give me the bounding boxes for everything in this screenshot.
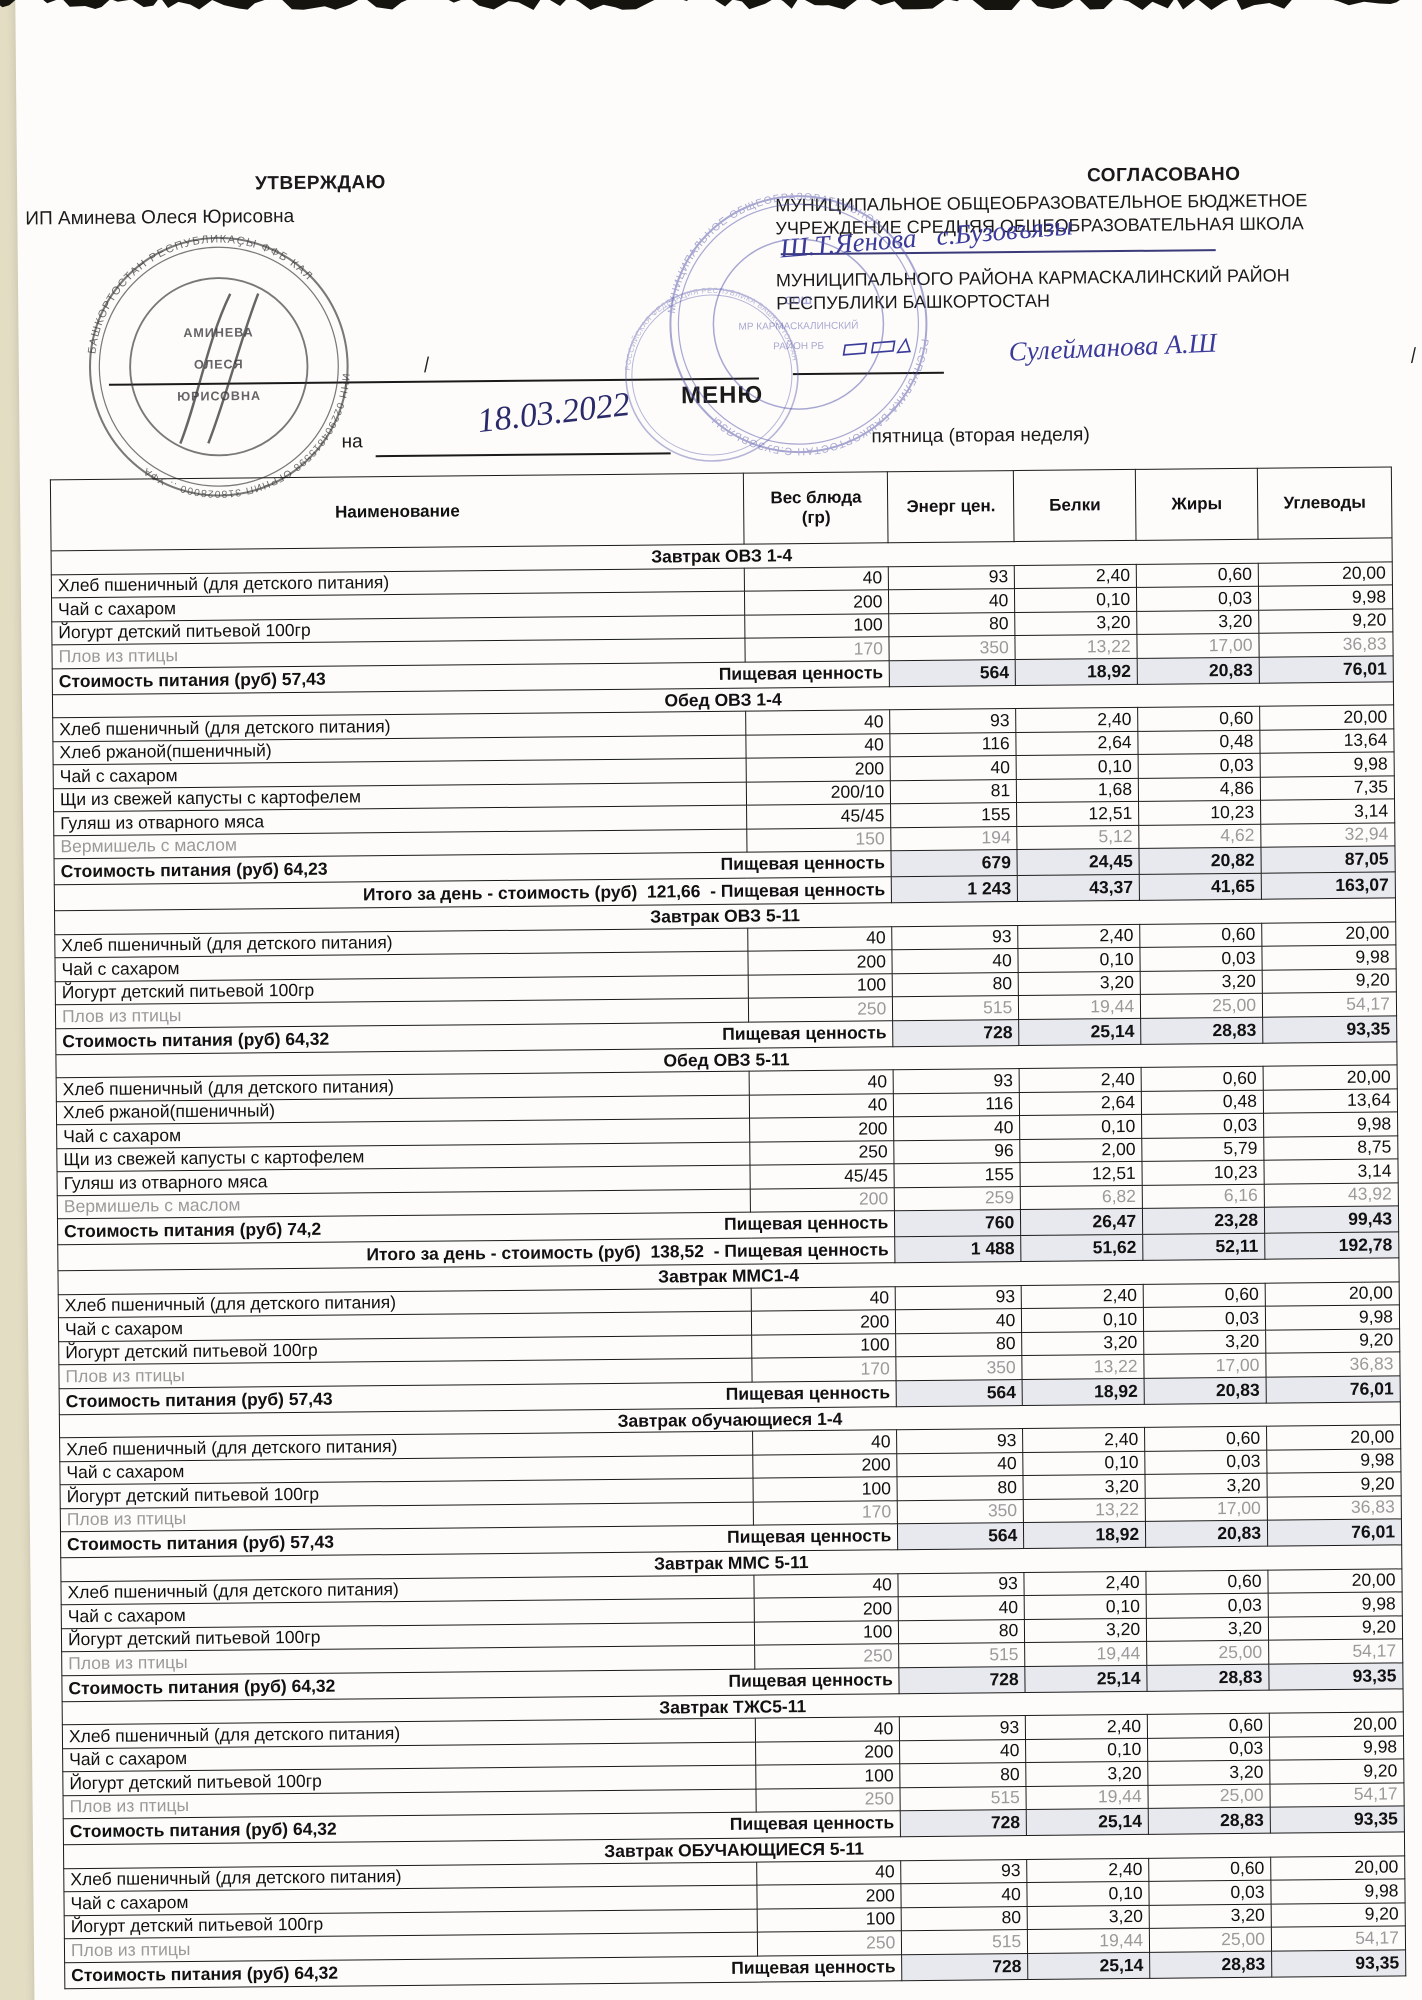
svg-text:ЮРИСОВНА: ЮРИСОВНА	[177, 389, 261, 404]
svg-text:РОССИЙСКАЯ ФЕДЕРАЦИЯ РЕСПУБЛИК: РОССИЙСКАЯ ФЕДЕРАЦИЯ РЕСПУБЛИКА БАШКОРТО…	[622, 285, 800, 371]
